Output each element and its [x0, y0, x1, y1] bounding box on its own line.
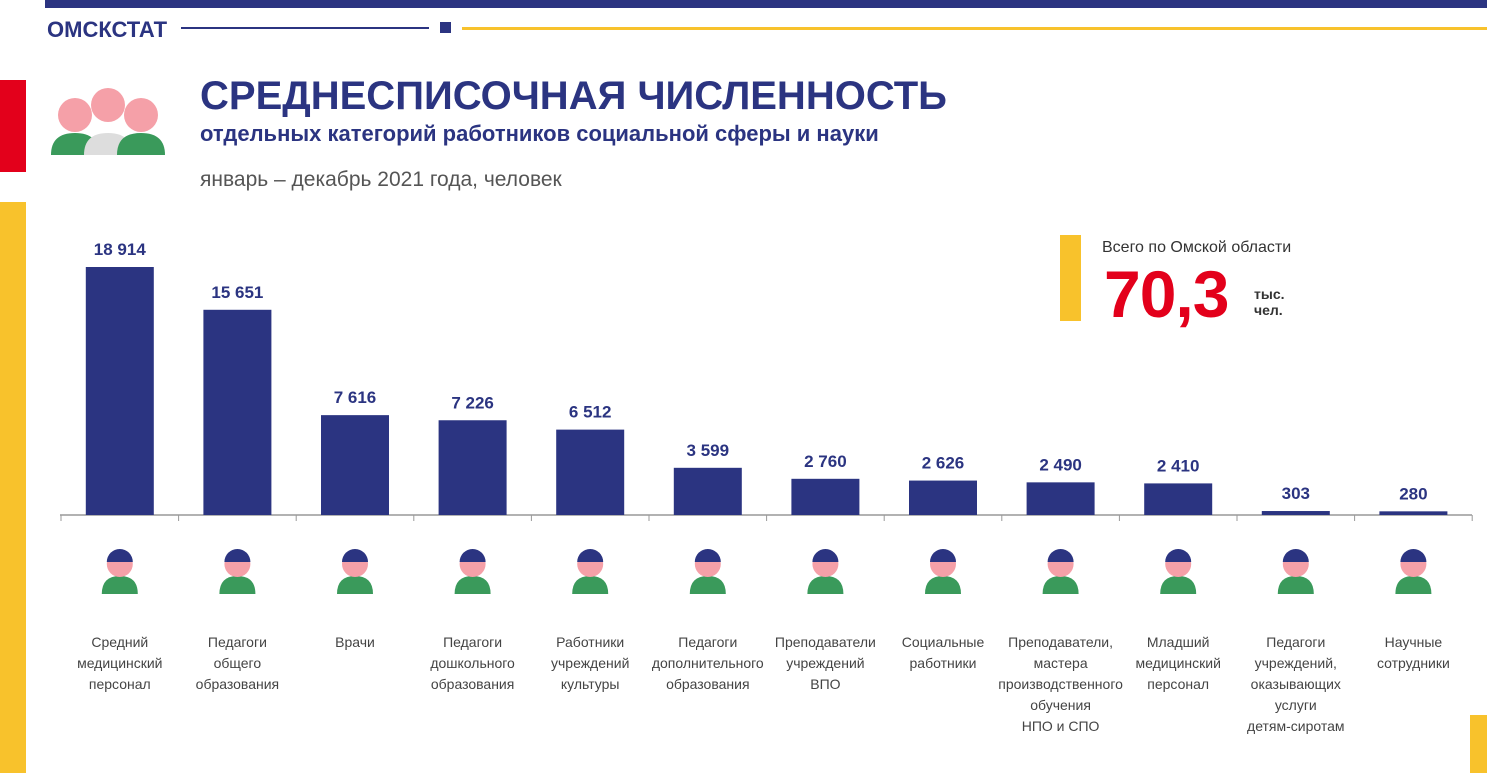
total-marker [1060, 235, 1081, 321]
bar [673, 467, 742, 515]
category-icon [925, 549, 961, 594]
category-icon [1277, 549, 1314, 594]
icon-body [454, 576, 491, 594]
total-unit: тыс. чел. [1254, 286, 1285, 318]
side-bar [1470, 715, 1487, 773]
value-label: 2 760 [804, 452, 847, 471]
category-icon [101, 549, 138, 594]
header-icon-body [117, 133, 165, 155]
category-label: Педагоги дополнительного образования [651, 634, 764, 692]
bar [438, 420, 507, 515]
icon-hair [224, 549, 251, 562]
category-label: Научные сотрудники [1376, 634, 1450, 671]
total-label: Всего по Омской области [1102, 239, 1292, 256]
side-bar [0, 202, 26, 773]
category-label: Преподаватели, мастера производственного… [998, 634, 1123, 734]
icon-body [219, 576, 256, 594]
bar [1261, 511, 1330, 515]
icon-hair [1282, 549, 1309, 562]
category-label: Преподаватели учреждений ВПО [774, 634, 876, 692]
value-label: 3 599 [687, 441, 730, 460]
header-icon-head [124, 98, 158, 132]
icon-body [337, 576, 373, 594]
brand: ОМСКСТАТ [47, 17, 168, 42]
category-label: Средний медицинский персонал [77, 634, 163, 692]
bar [85, 267, 154, 515]
bar [791, 478, 860, 515]
value-label: 2 410 [1157, 456, 1200, 475]
category-icon [454, 549, 491, 594]
period: январь – декабрь 2021 года, человек [200, 168, 562, 191]
value-label: 7 616 [334, 388, 377, 407]
header-square [440, 22, 451, 33]
category-icon [1042, 549, 1079, 594]
bar [1379, 511, 1448, 515]
bar [1144, 483, 1213, 515]
icon-hair [1400, 549, 1427, 562]
category-icon [572, 549, 609, 594]
top-strip [45, 0, 1487, 8]
category-icon [219, 549, 256, 594]
icon-body [925, 576, 961, 594]
category-label: Врачи [335, 634, 375, 650]
icon-body [101, 576, 138, 594]
category-icon [1160, 549, 1197, 594]
category-label: Младший медицинский персонал [1135, 634, 1221, 692]
bar [321, 415, 389, 515]
category-icon [337, 549, 373, 594]
category-label: Педагоги общего образования [195, 634, 280, 692]
icon-hair [342, 549, 368, 562]
category-label: Педагоги учреждений, оказывающих услуги … [1247, 634, 1345, 734]
category-icon [807, 549, 844, 594]
icon-body [1042, 576, 1079, 594]
value-label: 303 [1282, 484, 1310, 503]
icon-hair [1047, 549, 1074, 562]
header-icon-head [91, 88, 125, 122]
header-icon-head [58, 98, 92, 132]
value-label: 7 226 [451, 393, 494, 412]
value-label: 6 512 [569, 403, 612, 422]
header-line [181, 27, 429, 29]
value-label: 15 651 [211, 283, 263, 302]
side-bar [0, 80, 26, 172]
icon-hair [694, 549, 721, 562]
icon-body [1395, 576, 1432, 594]
value-label: 280 [1399, 484, 1427, 503]
icon-hair [1165, 549, 1192, 562]
bar [203, 309, 272, 515]
category-icon [1395, 549, 1432, 594]
icon-hair [930, 549, 956, 562]
title: СРЕДНЕСПИСОЧНАЯ ЧИСЛЕННОСТЬ [200, 74, 947, 118]
icon-body [1160, 576, 1197, 594]
bar [1026, 482, 1095, 515]
bar [556, 429, 625, 515]
bar [909, 480, 977, 515]
icon-hair [812, 549, 839, 562]
value-label: 2 490 [1039, 455, 1082, 474]
category-icon [689, 549, 726, 594]
category-label: Социальные работники [901, 634, 985, 671]
icon-hair [106, 549, 133, 562]
category-label: Педагоги дошкольного образования [430, 634, 515, 692]
icon-body [572, 576, 609, 594]
subtitle: отдельных категорий работников социально… [200, 121, 879, 146]
value-label: 18 914 [94, 240, 147, 259]
icon-body [1277, 576, 1314, 594]
icon-body [807, 576, 844, 594]
total-value: 70,3 [1104, 257, 1229, 331]
header-line [462, 27, 1487, 30]
category-label: Работники учреждений культуры [550, 634, 630, 692]
icon-hair [577, 549, 604, 562]
value-label: 2 626 [922, 454, 965, 473]
icon-hair [459, 549, 486, 562]
icon-body [689, 576, 726, 594]
